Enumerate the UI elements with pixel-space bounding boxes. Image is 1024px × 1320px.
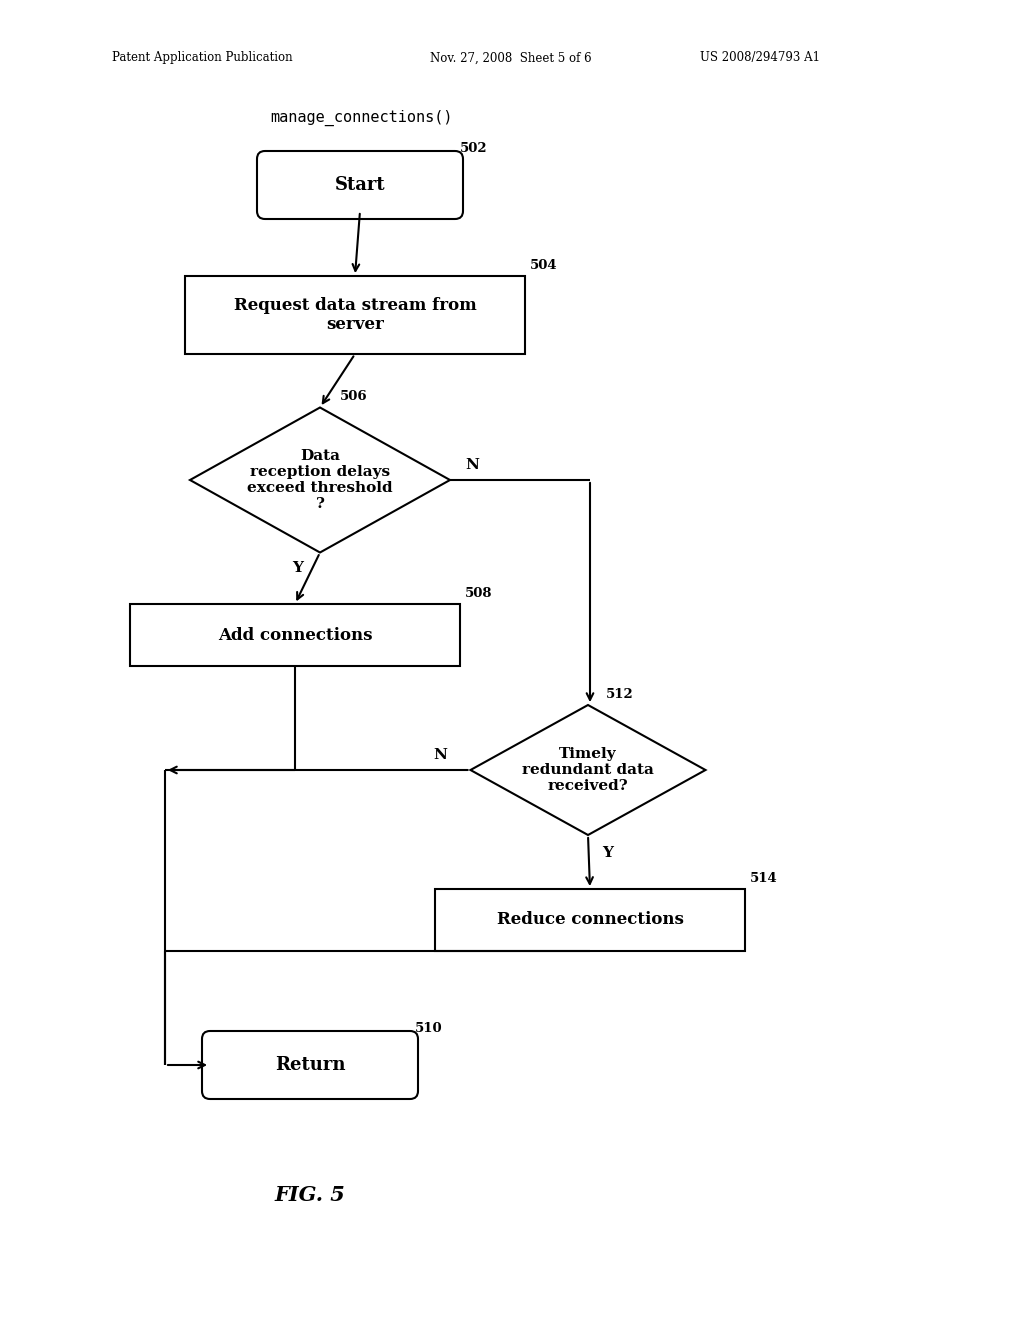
- Text: Nov. 27, 2008  Sheet 5 of 6: Nov. 27, 2008 Sheet 5 of 6: [430, 51, 592, 65]
- FancyBboxPatch shape: [202, 1031, 418, 1100]
- Text: 514: 514: [750, 873, 778, 884]
- Bar: [130, 605, 460, 667]
- Text: Patent Application Publication: Patent Application Publication: [112, 51, 293, 65]
- Text: 512: 512: [606, 688, 634, 701]
- Text: N: N: [433, 748, 447, 762]
- Text: FIG. 5: FIG. 5: [274, 1185, 345, 1205]
- FancyBboxPatch shape: [257, 150, 463, 219]
- Text: 506: 506: [340, 391, 368, 404]
- Text: Timely
redundant data
received?: Timely redundant data received?: [522, 747, 654, 793]
- Text: Y: Y: [293, 561, 303, 576]
- Text: Data
reception delays
exceed threshold
?: Data reception delays exceed threshold ?: [247, 449, 393, 511]
- Text: Request data stream from
server: Request data stream from server: [233, 297, 476, 333]
- Text: 508: 508: [465, 587, 493, 601]
- Polygon shape: [470, 705, 706, 836]
- Text: Add connections: Add connections: [218, 627, 373, 644]
- Text: N: N: [465, 458, 479, 473]
- Bar: [435, 888, 745, 950]
- Text: Return: Return: [274, 1056, 345, 1074]
- Text: US 2008/294793 A1: US 2008/294793 A1: [700, 51, 820, 65]
- Text: 502: 502: [460, 143, 487, 154]
- Text: manage_connections(): manage_connections(): [270, 110, 453, 127]
- Bar: [185, 276, 525, 354]
- Text: Start: Start: [335, 176, 385, 194]
- Text: Y: Y: [602, 846, 613, 861]
- Polygon shape: [190, 408, 450, 553]
- Text: 510: 510: [415, 1022, 442, 1035]
- Text: Reduce connections: Reduce connections: [497, 912, 683, 928]
- Text: 504: 504: [530, 259, 558, 272]
